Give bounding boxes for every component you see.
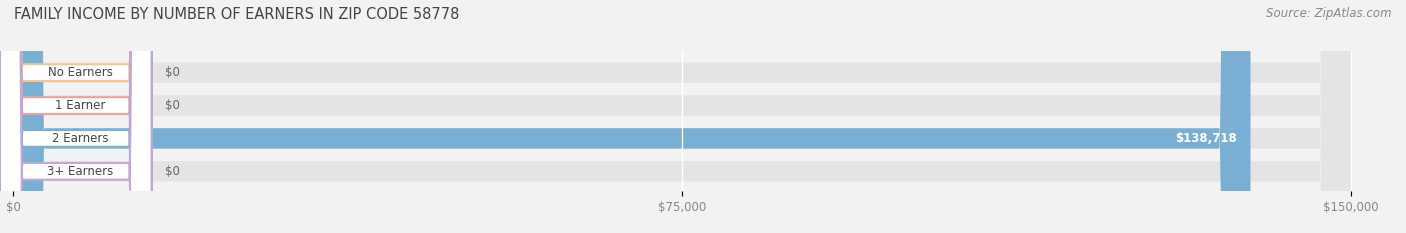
Text: FAMILY INCOME BY NUMBER OF EARNERS IN ZIP CODE 58778: FAMILY INCOME BY NUMBER OF EARNERS IN ZI…: [14, 7, 460, 22]
Text: 3+ Earners: 3+ Earners: [48, 165, 114, 178]
Text: $0: $0: [165, 165, 180, 178]
FancyBboxPatch shape: [14, 0, 1351, 233]
Text: Source: ZipAtlas.com: Source: ZipAtlas.com: [1267, 7, 1392, 20]
FancyBboxPatch shape: [0, 0, 152, 233]
FancyBboxPatch shape: [14, 0, 1250, 233]
Text: 1 Earner: 1 Earner: [55, 99, 105, 112]
FancyBboxPatch shape: [0, 0, 18, 233]
FancyBboxPatch shape: [14, 0, 1351, 233]
Text: No Earners: No Earners: [48, 66, 112, 79]
FancyBboxPatch shape: [0, 0, 152, 233]
Text: $0: $0: [165, 66, 180, 79]
Text: $0: $0: [165, 99, 180, 112]
FancyBboxPatch shape: [14, 0, 1351, 233]
FancyBboxPatch shape: [0, 0, 152, 233]
Text: $138,718: $138,718: [1175, 132, 1237, 145]
FancyBboxPatch shape: [0, 0, 18, 233]
Text: 2 Earners: 2 Earners: [52, 132, 108, 145]
FancyBboxPatch shape: [0, 0, 18, 233]
FancyBboxPatch shape: [0, 0, 152, 233]
FancyBboxPatch shape: [14, 0, 1351, 233]
FancyBboxPatch shape: [0, 0, 18, 233]
